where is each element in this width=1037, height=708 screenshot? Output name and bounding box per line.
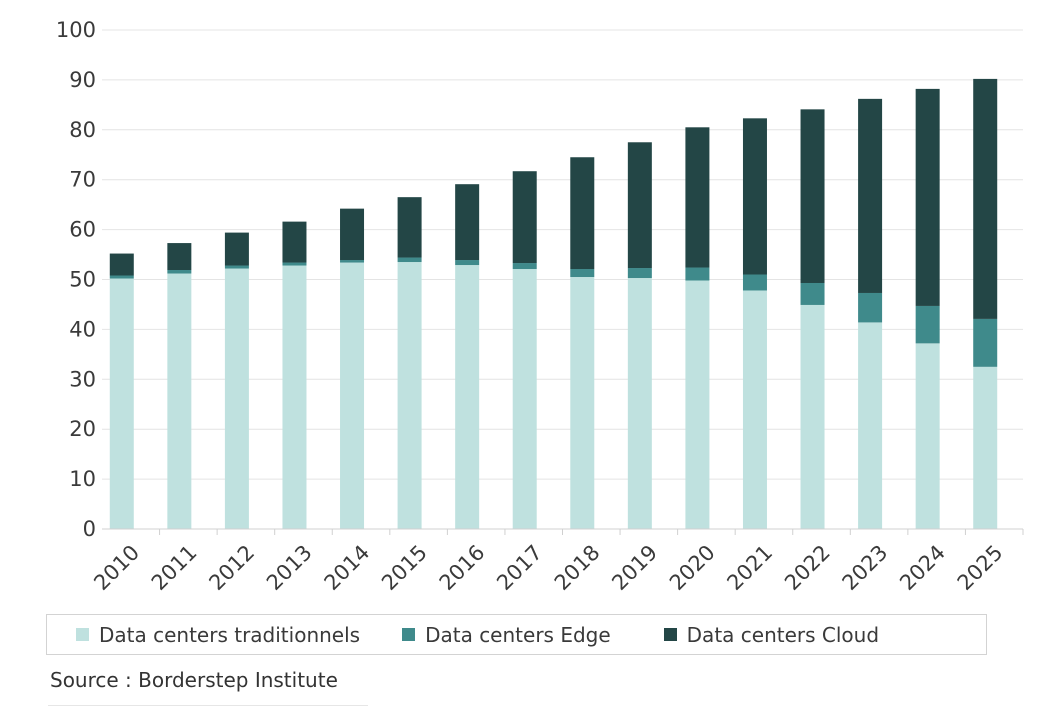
bar-segment-traditionnels-2013 <box>282 265 307 529</box>
bar-segment-edge-2013 <box>282 262 307 266</box>
bar-segment-traditionnels-2015 <box>397 262 422 529</box>
x-tick-label: 2012 <box>204 540 259 595</box>
bar-segment-traditionnels-2014 <box>340 262 365 529</box>
y-tick-label: 70 <box>69 168 96 192</box>
y-tick-label: 10 <box>69 467 96 491</box>
bar-segment-edge-2011 <box>167 270 192 274</box>
y-tick-label: 30 <box>69 367 96 391</box>
legend-swatch-cloud <box>663 628 677 641</box>
legend-item-edge: Data centers Edge <box>402 623 611 647</box>
bar-segment-traditionnels-2010 <box>109 278 134 529</box>
bar-segment-edge-2025 <box>973 318 998 367</box>
legend: Data centers traditionnels Data centers … <box>46 614 987 655</box>
bar-segment-cloud-2010 <box>109 253 134 276</box>
bar-segment-edge-2024 <box>915 305 940 344</box>
bar-segment-traditionnels-2020 <box>685 280 710 529</box>
bar-segment-traditionnels-2011 <box>167 273 192 529</box>
y-tick-label: 80 <box>69 118 96 142</box>
x-axis: 2010 2011 2012 2013 2014 2015 2016 2017 2018 2019… <box>89 529 1024 595</box>
legend-label-traditionnels: Data centers traditionnels <box>99 622 361 647</box>
x-tick-label: 2022 <box>780 540 835 595</box>
bar-segment-edge-2015 <box>397 257 422 263</box>
legend-label-edge: Data centers Edge <box>425 622 611 647</box>
bar-segment-traditionnels-2023 <box>858 322 883 529</box>
bar-segment-traditionnels-2024 <box>915 343 940 529</box>
x-tick-label: 2011 <box>147 540 202 595</box>
bar-segment-edge-2016 <box>455 260 480 266</box>
bar-segment-edge-2021 <box>742 274 767 291</box>
bar-segment-cloud-2019 <box>627 142 652 269</box>
bar-segment-cloud-2024 <box>915 88 940 306</box>
bar-segment-traditionnels-2025 <box>973 366 998 529</box>
bar-segment-edge-2023 <box>858 292 883 323</box>
bar-segment-edge-2010 <box>109 275 134 279</box>
y-tick-label: 60 <box>69 218 96 242</box>
bars <box>109 78 998 529</box>
bar-segment-cloud-2020 <box>685 127 710 268</box>
y-tick-label: 50 <box>69 268 96 292</box>
y-tick-label: 90 <box>69 68 96 92</box>
x-tick-label: 2025 <box>953 540 1008 595</box>
x-tick-label: 2010 <box>89 540 144 595</box>
bar-segment-edge-2019 <box>627 268 652 279</box>
grid-lines <box>102 29 1023 480</box>
y-tick-label: 20 <box>69 417 96 441</box>
bar-segment-cloud-2021 <box>742 118 767 275</box>
bar-segment-traditionnels-2018 <box>570 277 595 529</box>
y-tick-label: 40 <box>69 317 96 341</box>
legend-label-cloud: Data centers Cloud <box>686 622 880 647</box>
y-axis: 0 10 20 30 40 50 60 70 80 90 100 <box>56 18 96 541</box>
bar-segment-traditionnels-2019 <box>627 278 652 529</box>
bar-segment-cloud-2017 <box>512 171 537 264</box>
x-tick-label: 2021 <box>722 540 777 595</box>
x-tick-label: 2016 <box>435 540 490 595</box>
bar-segment-traditionnels-2017 <box>512 269 537 529</box>
x-tick-label: 2020 <box>665 540 720 595</box>
x-tick-label: 2017 <box>492 540 547 595</box>
bar-segment-cloud-2013 <box>282 221 307 263</box>
x-tick-label: 2013 <box>262 540 317 595</box>
x-tick-label: 2015 <box>377 540 432 595</box>
bar-segment-cloud-2022 <box>800 109 825 283</box>
bar-segment-cloud-2014 <box>340 208 365 261</box>
bar-segment-traditionnels-2012 <box>224 268 249 529</box>
bar-segment-edge-2017 <box>512 263 537 270</box>
bar-segment-cloud-2018 <box>570 157 595 270</box>
legend-item-traditionnels: Data centers traditionnels <box>76 623 360 647</box>
x-tick-label: 2018 <box>550 540 605 595</box>
bar-segment-cloud-2025 <box>973 78 998 319</box>
x-tick-label: 2014 <box>320 540 375 595</box>
bar-segment-edge-2012 <box>224 265 249 269</box>
source-divider <box>48 705 368 706</box>
x-tick-label: 2024 <box>895 540 950 595</box>
bar-segment-edge-2020 <box>685 267 710 281</box>
bar-segment-cloud-2015 <box>397 197 422 258</box>
x-tick-label: 2019 <box>607 540 662 595</box>
bar-segment-edge-2022 <box>800 282 825 305</box>
bar-segment-cloud-2023 <box>858 98 883 293</box>
bar-segment-edge-2018 <box>570 269 595 278</box>
bar-segment-cloud-2016 <box>455 184 480 261</box>
source-note: Source : Borderstep Institute <box>50 668 338 692</box>
legend-swatch-edge <box>402 628 416 641</box>
legend-item-cloud: Data centers Cloud <box>663 622 880 647</box>
bar-segment-traditionnels-2021 <box>742 290 767 529</box>
x-tick-label: 2023 <box>838 540 893 595</box>
legend-swatch-traditionnels <box>76 628 89 641</box>
bar-segment-edge-2014 <box>340 260 365 263</box>
bar-segment-cloud-2012 <box>224 232 249 266</box>
bar-segment-cloud-2011 <box>167 243 192 271</box>
bar-segment-traditionnels-2022 <box>800 304 825 529</box>
y-tick-label: 100 <box>56 18 96 42</box>
bar-segment-traditionnels-2016 <box>455 265 480 529</box>
y-tick-label: 0 <box>83 517 96 541</box>
